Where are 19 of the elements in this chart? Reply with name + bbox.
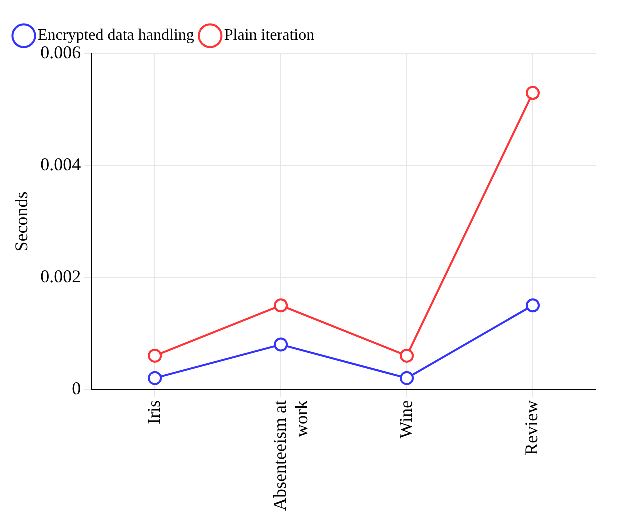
point xyxy=(400,371,414,386)
point xyxy=(148,371,162,386)
y-tick-label: 0.002 xyxy=(40,266,82,286)
point xyxy=(274,338,288,352)
x-tick-label: Wine xyxy=(396,400,416,439)
y-tick-label: 0.006 xyxy=(40,42,82,63)
x-tick-label: Iris xyxy=(144,400,164,425)
point xyxy=(526,86,540,100)
point xyxy=(400,348,414,363)
legend-label: Plain iteration xyxy=(224,27,315,44)
y-tick-label: 0.004 xyxy=(40,154,82,175)
y-axis-title: Seconds xyxy=(12,192,32,252)
x-tick-label: Absenteeism at work xyxy=(270,400,312,512)
point xyxy=(148,348,162,363)
x-tick-label: Review xyxy=(522,400,542,456)
legend-label: Encrypted data handling xyxy=(38,27,194,44)
y-tick-label: 0 xyxy=(72,378,82,398)
point xyxy=(274,298,288,313)
point xyxy=(526,298,540,313)
